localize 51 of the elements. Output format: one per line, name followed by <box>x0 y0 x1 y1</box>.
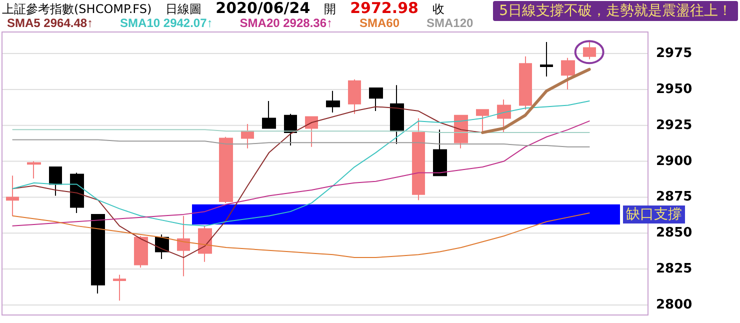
candlestick <box>412 118 425 201</box>
text: SMA20 2928.36↑ <box>240 16 333 30</box>
text: 2972.98 <box>350 0 418 17</box>
text: SMA60 <box>360 16 400 30</box>
candlestick <box>241 123 254 149</box>
text: 開 <box>324 2 336 16</box>
candlestick <box>305 116 318 148</box>
candlestick <box>284 113 297 146</box>
candlestick <box>6 175 19 216</box>
y-tick-label: 2850 <box>656 226 692 241</box>
text: SMA5 2964.48↑ <box>7 16 94 30</box>
candlestick <box>348 78 361 114</box>
line-series <box>12 120 590 226</box>
candlestick <box>198 225 212 262</box>
candlestick <box>433 129 447 176</box>
candlestick <box>369 88 383 112</box>
y-tick-label: 2950 <box>656 82 692 97</box>
text: SMA120 <box>426 16 474 30</box>
candlestick <box>390 84 404 145</box>
y-tick-label: 2975 <box>656 46 692 62</box>
candlestick <box>91 214 105 294</box>
candlestick <box>262 100 276 129</box>
candlestick <box>497 99 511 134</box>
text: SMA10 2942.07↑ <box>120 16 213 30</box>
candlestick <box>177 215 190 277</box>
text: 收 <box>432 2 444 16</box>
y-tick-label: 2800 <box>656 297 692 312</box>
candlestick <box>113 274 126 302</box>
candlestick <box>561 57 575 90</box>
text: 日線圖 <box>166 2 202 16</box>
candlestick <box>134 235 148 268</box>
candlestick <box>519 56 532 110</box>
y-tick-label: 2925 <box>656 118 692 133</box>
candlestick <box>326 90 340 113</box>
line-series <box>481 68 591 134</box>
text: 2020/06/24 <box>216 0 310 17</box>
y-tick-label: 2900 <box>656 154 692 169</box>
candlestick <box>27 160 41 180</box>
y-tick-label: 2875 <box>656 190 692 205</box>
text: 5日線支撐不破，走勢就是震盪往上！ <box>493 1 738 21</box>
line-series <box>12 212 590 258</box>
candlestick <box>70 172 84 214</box>
y-tick-label: 2825 <box>656 262 692 277</box>
candlestick <box>583 42 596 60</box>
candlestick <box>219 136 233 204</box>
chart-title: 上証參考指數(SHCOMP.FS) <box>2 2 152 16</box>
band-label: 缺口支撐 <box>626 206 682 222</box>
candlestick <box>540 42 553 78</box>
line-series <box>12 100 590 226</box>
candlestick <box>49 166 62 196</box>
line-series <box>12 139 590 148</box>
